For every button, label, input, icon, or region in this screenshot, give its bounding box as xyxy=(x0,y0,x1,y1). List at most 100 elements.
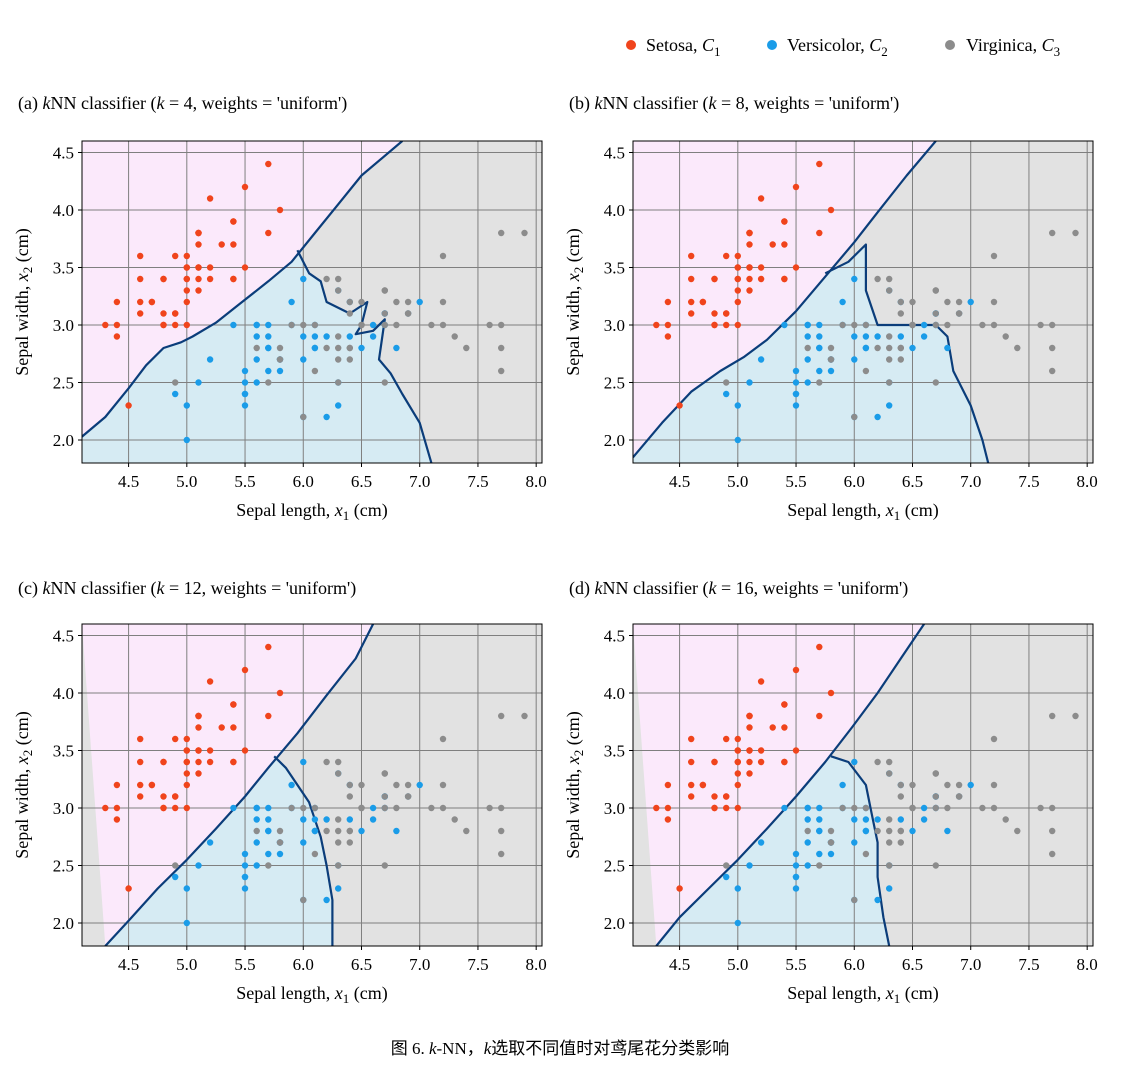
x-tick-label: 7.0 xyxy=(960,472,981,491)
point-virginica xyxy=(346,839,353,846)
point-versicolor xyxy=(886,402,893,409)
point-setosa xyxy=(195,264,202,271)
point-setosa xyxy=(688,252,695,260)
x-tick-label: 7.5 xyxy=(1018,472,1039,491)
point-virginica xyxy=(851,321,858,329)
point-setosa xyxy=(688,298,695,306)
point-virginica xyxy=(498,344,505,352)
point-versicolor xyxy=(253,862,260,869)
point-versicolor xyxy=(265,344,272,352)
point-setosa xyxy=(183,264,190,271)
point-setosa xyxy=(206,195,214,202)
point-virginica xyxy=(886,816,893,823)
point-versicolor xyxy=(369,804,377,812)
point-virginica xyxy=(463,344,470,352)
point-setosa xyxy=(781,218,788,225)
point-virginica xyxy=(253,344,260,352)
point-virginica xyxy=(897,356,904,363)
point-versicolor xyxy=(804,356,811,363)
point-versicolor xyxy=(816,850,823,858)
point-setosa xyxy=(195,712,202,720)
point-virginica xyxy=(300,413,307,421)
point-versicolor xyxy=(358,827,365,835)
point-virginica xyxy=(276,344,284,352)
point-virginica xyxy=(932,770,939,777)
point-versicolor xyxy=(757,356,765,363)
point-virginica xyxy=(393,781,400,789)
point-virginica xyxy=(874,275,881,283)
point-setosa xyxy=(757,264,765,271)
point-virginica xyxy=(346,356,353,363)
point-versicolor xyxy=(323,413,330,421)
point-virginica xyxy=(288,321,295,329)
boundary-versicolor-virginica xyxy=(273,755,334,946)
point-virginica xyxy=(886,758,893,766)
point-versicolor xyxy=(804,321,811,329)
point-virginica xyxy=(486,804,493,812)
panel-b: (b) kNN classifier (k = 8, weights = 'un… xyxy=(563,93,1098,523)
point-setosa xyxy=(265,712,272,720)
legend-label-setosa: Setosa, C1 xyxy=(646,35,721,59)
point-setosa xyxy=(746,287,753,294)
point-setosa xyxy=(206,678,214,685)
x-axis-label: Sepal length, x1 (cm) xyxy=(787,983,938,1006)
point-virginica xyxy=(990,804,998,812)
point-versicolor xyxy=(172,873,179,881)
point-virginica xyxy=(335,816,342,823)
point-versicolor xyxy=(792,379,800,386)
point-virginica xyxy=(874,344,881,352)
point-virginica xyxy=(851,413,858,421)
point-virginica xyxy=(851,804,858,812)
y-axis-label: Sepal width, x2 (cm) xyxy=(12,711,35,858)
legend-label-virginica: Virginica, C3 xyxy=(966,35,1060,59)
point-virginica xyxy=(381,804,388,812)
point-virginica xyxy=(358,804,365,812)
x-tick-label: 5.5 xyxy=(234,955,255,974)
point-versicolor xyxy=(920,321,928,329)
x-tick-label: 6.5 xyxy=(351,955,372,974)
point-setosa xyxy=(265,229,272,237)
x-tick-label: 6.5 xyxy=(902,472,923,491)
point-setosa xyxy=(734,804,741,812)
point-versicolor xyxy=(792,885,800,892)
point-virginica xyxy=(909,298,916,306)
point-setosa xyxy=(792,264,800,271)
point-setosa xyxy=(664,781,672,789)
scatter-points xyxy=(102,160,528,444)
point-setosa xyxy=(688,735,695,743)
point-versicolor xyxy=(265,321,272,329)
x-tick-label: 4.5 xyxy=(669,472,690,491)
point-versicolor xyxy=(358,344,365,352)
point-setosa xyxy=(183,781,190,789)
point-setosa xyxy=(781,724,788,731)
scatter-points xyxy=(102,643,528,927)
point-virginica xyxy=(897,310,904,317)
point-virginica xyxy=(323,827,330,835)
x-tick-label: 6.5 xyxy=(351,472,372,491)
point-versicolor xyxy=(206,839,214,846)
x-tick-label: 6.0 xyxy=(293,472,314,491)
point-setosa xyxy=(711,321,718,329)
x-tick-labels: 4.5 5.0 5.5 6.0 6.5 7.0 7.5 8.0 xyxy=(118,463,547,491)
point-setosa xyxy=(183,770,190,777)
legend-label-versicolor: Versicolor, C2 xyxy=(787,35,888,59)
point-virginica xyxy=(358,321,365,329)
y-axis-label: Sepal width, x2 (cm) xyxy=(12,228,35,375)
point-virginica xyxy=(335,827,342,835)
y-tick-label: 3.5 xyxy=(604,742,625,761)
y-tick-label: 2.5 xyxy=(604,374,625,393)
point-virginica xyxy=(932,310,939,317)
point-setosa xyxy=(769,724,776,731)
point-virginica xyxy=(886,287,893,294)
point-setosa xyxy=(183,298,190,306)
point-versicolor xyxy=(183,885,190,892)
point-versicolor xyxy=(311,827,319,835)
point-versicolor xyxy=(792,850,800,858)
point-versicolor xyxy=(276,850,284,858)
point-virginica xyxy=(521,229,528,237)
point-versicolor xyxy=(300,333,307,340)
point-versicolor xyxy=(862,827,870,835)
point-versicolor xyxy=(792,390,800,398)
point-virginica xyxy=(827,356,835,363)
